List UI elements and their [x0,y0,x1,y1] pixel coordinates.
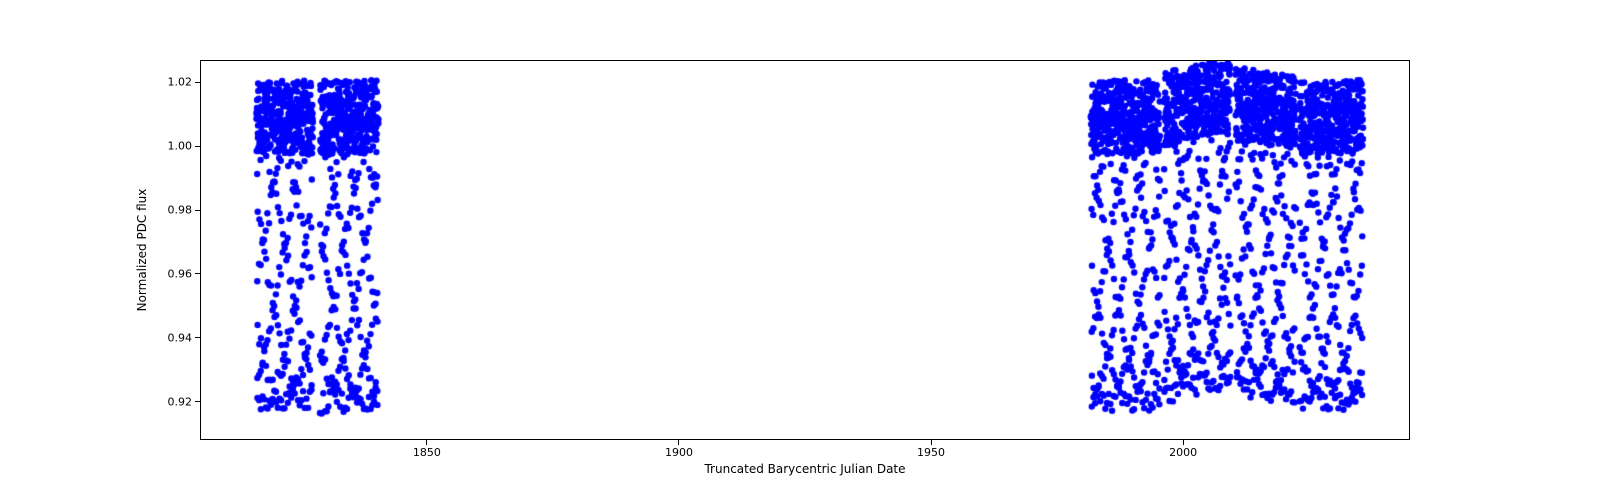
x-tick-label: 1900 [665,446,693,459]
scatter-canvas [201,61,1411,441]
y-tick-label: 1.02 [164,76,192,89]
y-tick-label: 0.92 [164,395,192,408]
plot-area [200,60,1410,440]
x-tick-mark [931,440,932,445]
figure: Normalized PDC flux Truncated Barycentri… [0,0,1600,500]
x-tick-label: 1850 [413,446,441,459]
y-tick-mark [195,210,200,211]
y-tick-label: 0.96 [164,267,192,280]
x-tick-mark [426,440,427,445]
x-tick-label: 2000 [1169,446,1197,459]
x-tick-mark [1183,440,1184,445]
y-tick-mark [195,401,200,402]
y-tick-mark [195,337,200,338]
y-tick-mark [195,273,200,274]
y-tick-label: 1.00 [164,140,192,153]
x-tick-mark [678,440,679,445]
y-tick-mark [195,146,200,147]
x-tick-label: 1950 [917,446,945,459]
y-tick-label: 0.98 [164,204,192,217]
y-axis-label: Normalized PDC flux [135,189,149,312]
y-tick-mark [195,82,200,83]
y-tick-label: 0.94 [164,331,192,344]
x-axis-label: Truncated Barycentric Julian Date [704,462,905,476]
